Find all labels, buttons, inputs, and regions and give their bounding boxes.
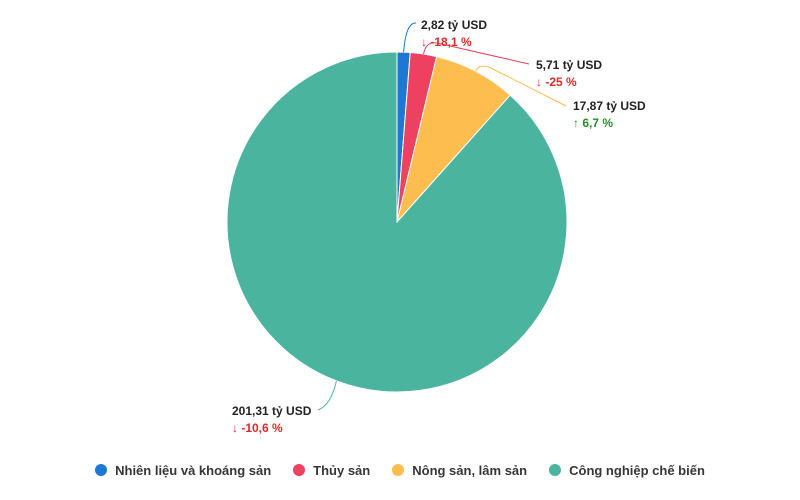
legend-label-processing-industry: Công nghiệp chế biến bbox=[569, 462, 705, 478]
leader-line-seafood bbox=[423, 42, 530, 65]
value-label-agro-forestry: 17,87 tỷ USD bbox=[573, 99, 646, 113]
legend: Nhiên liệu và khoáng sản Thủy sản Nông s… bbox=[0, 458, 800, 482]
legend-item-seafood[interactable]: Thủy sản bbox=[293, 463, 370, 478]
change-label-seafood: ↓ -25 % bbox=[536, 75, 577, 89]
leader-line-agro-forestry bbox=[475, 65, 567, 107]
legend-label-fuel-minerals: Nhiên liệu và khoáng sản bbox=[115, 462, 272, 478]
leader-lines bbox=[317, 22, 567, 411]
data-labels: 2,82 tỷ USD ↓ -18,1 % 5,71 tỷ USD ↓ -25 … bbox=[232, 18, 646, 435]
legend-label-seafood: Thủy sản bbox=[313, 462, 371, 478]
value-label-seafood: 5,71 tỷ USD bbox=[536, 58, 602, 72]
change-label-processing-industry: ↓ -10,6 % bbox=[232, 421, 283, 435]
legend-marker-fuel-minerals bbox=[95, 464, 108, 476]
pie-slices bbox=[226, 51, 568, 393]
legend-label-agro-forestry: Nông sản, lâm sản bbox=[412, 462, 528, 478]
legend-marker-seafood bbox=[293, 464, 306, 476]
change-label-agro-forestry: ↑ 6,7 % bbox=[573, 116, 613, 130]
legend-item-processing-industry[interactable]: Công nghiệp chế biến bbox=[549, 463, 705, 478]
value-label-fuel-minerals: 2,82 tỷ USD bbox=[421, 18, 487, 32]
leader-line-fuel-minerals bbox=[403, 22, 417, 53]
pie-slice-processing-industry[interactable] bbox=[226, 51, 568, 393]
legend-marker-processing-industry bbox=[549, 464, 562, 476]
legend-item-fuel-minerals[interactable]: Nhiên liệu và khoáng sản bbox=[95, 463, 271, 478]
change-label-fuel-minerals: ↓ -18,1 % bbox=[421, 35, 472, 49]
leader-line-processing-industry bbox=[317, 380, 337, 411]
legend-item-agro-forestry[interactable]: Nông sản, lâm sản bbox=[392, 463, 527, 478]
legend-marker-agro-forestry bbox=[392, 464, 405, 476]
value-label-processing-industry: 201,31 tỷ USD bbox=[232, 404, 312, 418]
